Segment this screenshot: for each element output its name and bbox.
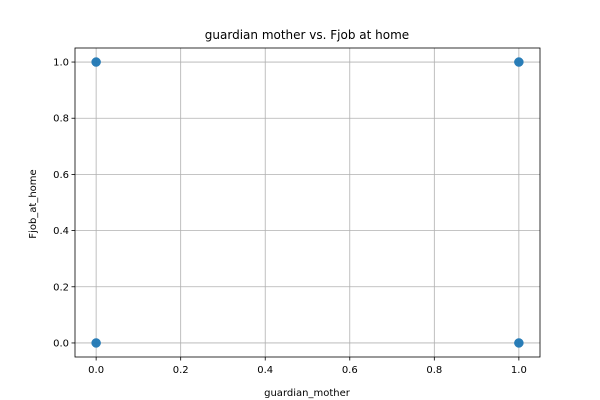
plot-frame	[74, 47, 541, 358]
data-point	[514, 57, 524, 67]
data-points	[91, 57, 524, 348]
y-tick-label: 0.6	[53, 170, 69, 181]
x-tick-label: 0.2	[173, 365, 189, 376]
grid-lines	[75, 48, 540, 357]
x-tick-label: 0.8	[426, 365, 442, 376]
axis-ticks: 0.0 0.2 0.4 0.6 0.8 1.0 0.0 0.2 0.4 0.6 0.8 1.0	[53, 58, 527, 376]
x-axis-label: guardian_mother	[264, 388, 351, 399]
x-tick-label: 0.0	[88, 365, 104, 376]
y-tick-label: 0.8	[53, 114, 69, 125]
chart-title: guardian mother vs. Fjob at home	[205, 28, 409, 42]
y-tick-label: 1.0	[53, 58, 69, 69]
y-tick-label: 0.0	[53, 338, 69, 349]
x-tick-label: 1.0	[511, 365, 527, 376]
y-tick-label: 0.4	[53, 226, 69, 237]
data-point	[91, 338, 101, 348]
x-tick-label: 0.6	[342, 365, 358, 376]
data-point	[91, 57, 101, 67]
y-tick-label: 0.2	[53, 282, 69, 293]
data-point	[514, 338, 524, 348]
y-axis-label: Fjob_at_home	[28, 169, 39, 238]
x-tick-label: 0.4	[257, 365, 273, 376]
